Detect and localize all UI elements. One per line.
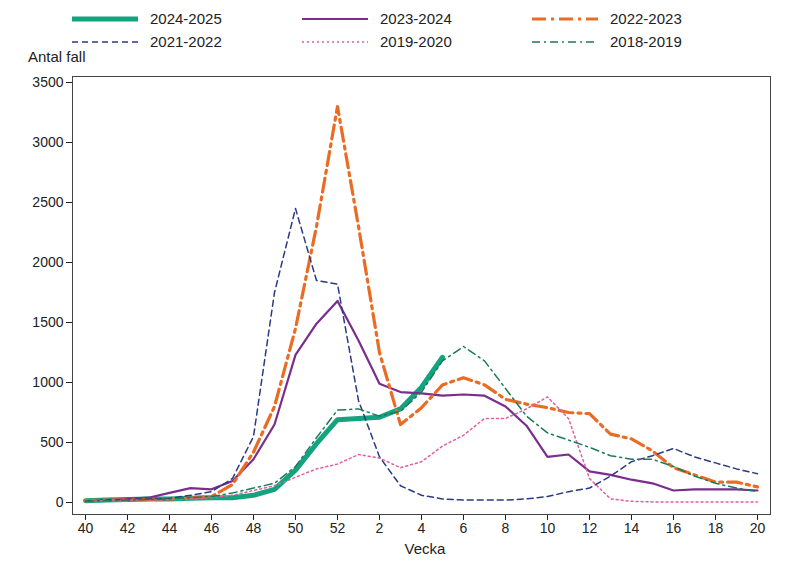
html-text:2022-2023: 2022-2023 — [610, 10, 682, 27]
svg-text:1000: 1000 — [32, 374, 63, 390]
html-text:Antal fall: Antal fall — [28, 48, 86, 65]
svg-text:50: 50 — [288, 520, 304, 536]
svg-text:12: 12 — [582, 520, 598, 536]
html-text:Vecka: Vecka — [404, 540, 446, 557]
svg-text:40: 40 — [78, 520, 94, 536]
html-text:2019-2020: 2019-2020 — [380, 33, 452, 50]
svg-text:46: 46 — [204, 520, 220, 536]
svg-text:16: 16 — [666, 520, 682, 536]
svg-text:4: 4 — [418, 520, 426, 536]
svg-text:500: 500 — [40, 434, 64, 450]
svg-text:0: 0 — [56, 494, 64, 510]
svg-text:2: 2 — [376, 520, 384, 536]
svg-text:2000: 2000 — [32, 254, 63, 270]
svg-text:48: 48 — [246, 520, 262, 536]
svg-text:52: 52 — [330, 520, 346, 536]
svg-text:6: 6 — [460, 520, 468, 536]
html-text:2024-2025: 2024-2025 — [150, 10, 222, 27]
svg-text:10: 10 — [540, 520, 556, 536]
svg-text:8: 8 — [502, 520, 510, 536]
svg-text:3000: 3000 — [32, 134, 63, 150]
svg-text:1500: 1500 — [32, 314, 63, 330]
svg-text:3500: 3500 — [32, 74, 63, 90]
html-text:2021-2022: 2021-2022 — [150, 33, 222, 50]
svg-text:18: 18 — [708, 520, 724, 536]
svg-text:20: 20 — [750, 520, 766, 536]
svg-text:2500: 2500 — [32, 194, 63, 210]
svg-text:14: 14 — [624, 520, 640, 536]
svg-text:44: 44 — [162, 520, 178, 536]
html-text:2023-2024: 2023-2024 — [380, 10, 452, 27]
html-text:2018-2019: 2018-2019 — [610, 33, 682, 50]
svg-text:42: 42 — [120, 520, 136, 536]
